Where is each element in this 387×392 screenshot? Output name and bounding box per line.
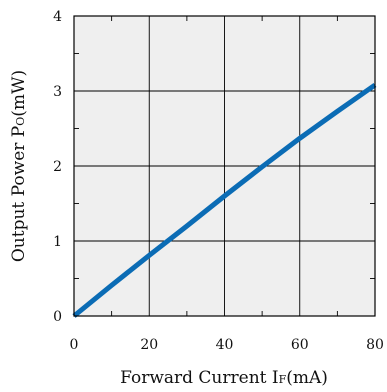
- y-tick-label: 2: [53, 159, 62, 175]
- x-axis-label: Forward Current IF(mA): [120, 368, 328, 388]
- series-line: [72, 82, 377, 318]
- x-tick-label: 0: [70, 337, 79, 353]
- y-axis-label-main: Output Power P: [9, 126, 29, 262]
- y-axis-label: Output Power PO(mW): [9, 70, 29, 262]
- y-axis-label-sub: O: [14, 117, 27, 126]
- x-axis-label-sub: F: [279, 373, 287, 386]
- y-tick-label: 4: [53, 9, 62, 25]
- x-tick-label: 60: [291, 337, 309, 353]
- grid: [74, 16, 375, 316]
- x-tick-labels: 0 20 40 60 80: [70, 337, 384, 353]
- x-tick-label: 20: [140, 337, 158, 353]
- y-axis-label-unit: (mW): [9, 70, 29, 117]
- plot-frame: [73, 15, 376, 317]
- minor-ticks: [74, 16, 375, 316]
- x-axis-label-unit: (mA): [286, 368, 328, 388]
- x-axis-label-main: Forward Current I: [120, 368, 279, 388]
- x-tick-label: 80: [366, 337, 384, 353]
- x-tick-label: 40: [216, 337, 234, 353]
- y-tick-label: 1: [53, 234, 62, 250]
- y-tick-label: 0: [53, 309, 62, 325]
- y-tick-label: 3: [53, 84, 62, 100]
- y-tick-labels: 0 1 2 3 4: [53, 9, 62, 325]
- series-group: [72, 82, 377, 318]
